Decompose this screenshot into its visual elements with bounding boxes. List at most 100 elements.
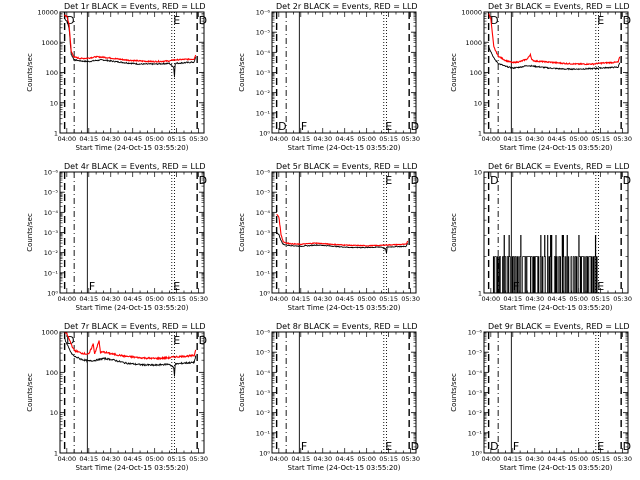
y-axis-label: Counts/sec [26, 53, 34, 92]
x-tick-label: 05:00 [357, 135, 376, 143]
event-marker-flag: F [513, 440, 519, 453]
event-marker-flag: D [66, 14, 74, 27]
x-tick-label: 05:00 [145, 455, 164, 463]
event-marker-flag: D [623, 14, 631, 27]
x-tick-label: 05:00 [569, 135, 588, 143]
y-tick-label: 1000 [41, 329, 58, 337]
y-axis-label: Counts/sec [26, 373, 34, 412]
y-tick-label: 10⁻⁴ [256, 49, 271, 57]
x-tick-label: 04:30 [313, 455, 332, 463]
panel-title: Det 9r BLACK = Events, RED = LLD [488, 322, 630, 331]
x-tick-label: 05:00 [145, 295, 164, 303]
event-marker-flag: D [490, 440, 498, 453]
y-tick-label: 10⁻⁶ [44, 169, 59, 177]
event-marker-flag: F [89, 280, 95, 293]
x-tick-label: 04:15 [291, 135, 310, 143]
y-tick-label: 100 [46, 369, 58, 377]
x-tick-label: 04:00 [57, 455, 76, 463]
event-marker-flag: D [411, 174, 419, 187]
x-axis-label: Start Time (24-Oct-15 03:55:20) [288, 304, 401, 312]
x-tick-label: 04:45 [547, 135, 566, 143]
panel-title: Det 6r BLACK = Events, RED = LLD [488, 162, 630, 171]
x-tick-label: 04:15 [503, 135, 522, 143]
y-tick-label: 10⁰ [471, 450, 482, 458]
x-tick-label: 05:15 [379, 135, 398, 143]
y-tick-label: 10⁻¹ [256, 429, 271, 437]
y-tick-label: 10⁻² [256, 89, 271, 97]
event-marker-flag: D [490, 14, 498, 27]
plot-frame [271, 331, 417, 454]
y-tick-label: 10⁻⁶ [468, 329, 483, 337]
x-tick-label: 04:45 [123, 135, 142, 143]
y-tick-label: 100 [46, 69, 58, 77]
x-tick-label: 04:30 [525, 295, 544, 303]
x-tick-label: 05:30 [189, 295, 208, 303]
y-tick-label: 1 [478, 290, 482, 298]
event-marker-flag: F [301, 440, 307, 453]
event-marker-flag: E [385, 174, 392, 187]
y-tick-label: 10⁻³ [256, 69, 271, 77]
y-tick-label: 10 [474, 169, 482, 177]
y-tick-label: 10⁻¹ [256, 109, 271, 117]
plot-frame [483, 171, 629, 294]
series-events-line [490, 234, 598, 294]
x-tick-label: 05:30 [189, 455, 208, 463]
y-tick-label: 10⁻¹ [468, 429, 483, 437]
event-marker-flag: D [199, 334, 207, 347]
y-tick-label: 10⁻³ [256, 229, 271, 237]
chart-panel-2: Det 2r BLACK = Events, RED = LLD Counts/s… [238, 2, 420, 152]
chart-panel-8: Det 8r BLACK = Events, RED = LLD Counts/s… [238, 322, 420, 472]
x-tick-label: 04:45 [547, 455, 566, 463]
event-marker-flag: E [597, 14, 604, 27]
y-axis-label: Counts/sec [450, 213, 458, 252]
y-tick-label: 10⁻⁶ [256, 329, 271, 337]
plot-frame [59, 11, 205, 134]
x-tick-label: 04:30 [525, 135, 544, 143]
x-tick-label: 05:15 [591, 295, 610, 303]
x-tick-label: 04:00 [481, 135, 500, 143]
x-tick-label: 05:15 [167, 135, 186, 143]
plot-frame [59, 171, 205, 294]
x-tick-label: 04:15 [79, 135, 98, 143]
y-tick-label: 100 [470, 69, 482, 77]
x-tick-label: 04:30 [101, 295, 120, 303]
chart-panel-7: Det 7r BLACK = Events, RED = LLD Counts/s… [26, 322, 208, 472]
event-marker-flag: E [597, 440, 604, 453]
y-tick-label: 10⁰ [259, 450, 270, 458]
plot-frame [483, 331, 629, 454]
series-events-line [64, 337, 197, 377]
y-tick-label: 10000 [461, 9, 482, 17]
y-tick-label: 10⁰ [47, 290, 58, 298]
event-marker-flag: D [623, 174, 631, 187]
x-tick-label: 04:15 [79, 455, 98, 463]
plot-frame [483, 11, 629, 134]
event-marker-flag: D [490, 174, 498, 187]
x-tick-label: 04:15 [503, 295, 522, 303]
x-tick-label: 04:00 [269, 455, 288, 463]
x-tick-label: 05:00 [569, 455, 588, 463]
series-events-line [276, 231, 409, 254]
event-marker-flag: D [411, 120, 419, 133]
y-axis-label: Counts/sec [238, 213, 246, 252]
y-tick-label: 10⁻⁵ [468, 349, 483, 357]
x-tick-label: 04:45 [335, 135, 354, 143]
y-tick-label: 1 [478, 130, 482, 138]
y-tick-label: 1 [54, 130, 58, 138]
x-tick-label: 05:00 [569, 295, 588, 303]
panel-title: Det 4r BLACK = Events, RED = LLD [64, 162, 206, 171]
event-marker-flag: D [278, 120, 286, 133]
y-axis-label: Counts/sec [26, 213, 34, 252]
event-marker-flag: D [411, 440, 419, 453]
x-tick-label: 04:30 [101, 455, 120, 463]
plot-frame [59, 331, 205, 454]
x-axis-label: Start Time (24-Oct-15 03:55:20) [288, 144, 401, 152]
y-tick-label: 10⁻³ [468, 389, 483, 397]
y-tick-label: 10 [50, 409, 58, 417]
chart-panel-1: Det 1r BLACK = Events, RED = LLD Counts/s… [26, 2, 208, 152]
event-marker-flag: E [385, 120, 392, 133]
y-tick-label: 10⁻⁵ [256, 29, 271, 37]
panel-title: Det 3r BLACK = Events, RED = LLD [488, 2, 630, 11]
y-tick-label: 10⁻² [256, 409, 271, 417]
y-tick-label: 10⁰ [259, 130, 270, 138]
